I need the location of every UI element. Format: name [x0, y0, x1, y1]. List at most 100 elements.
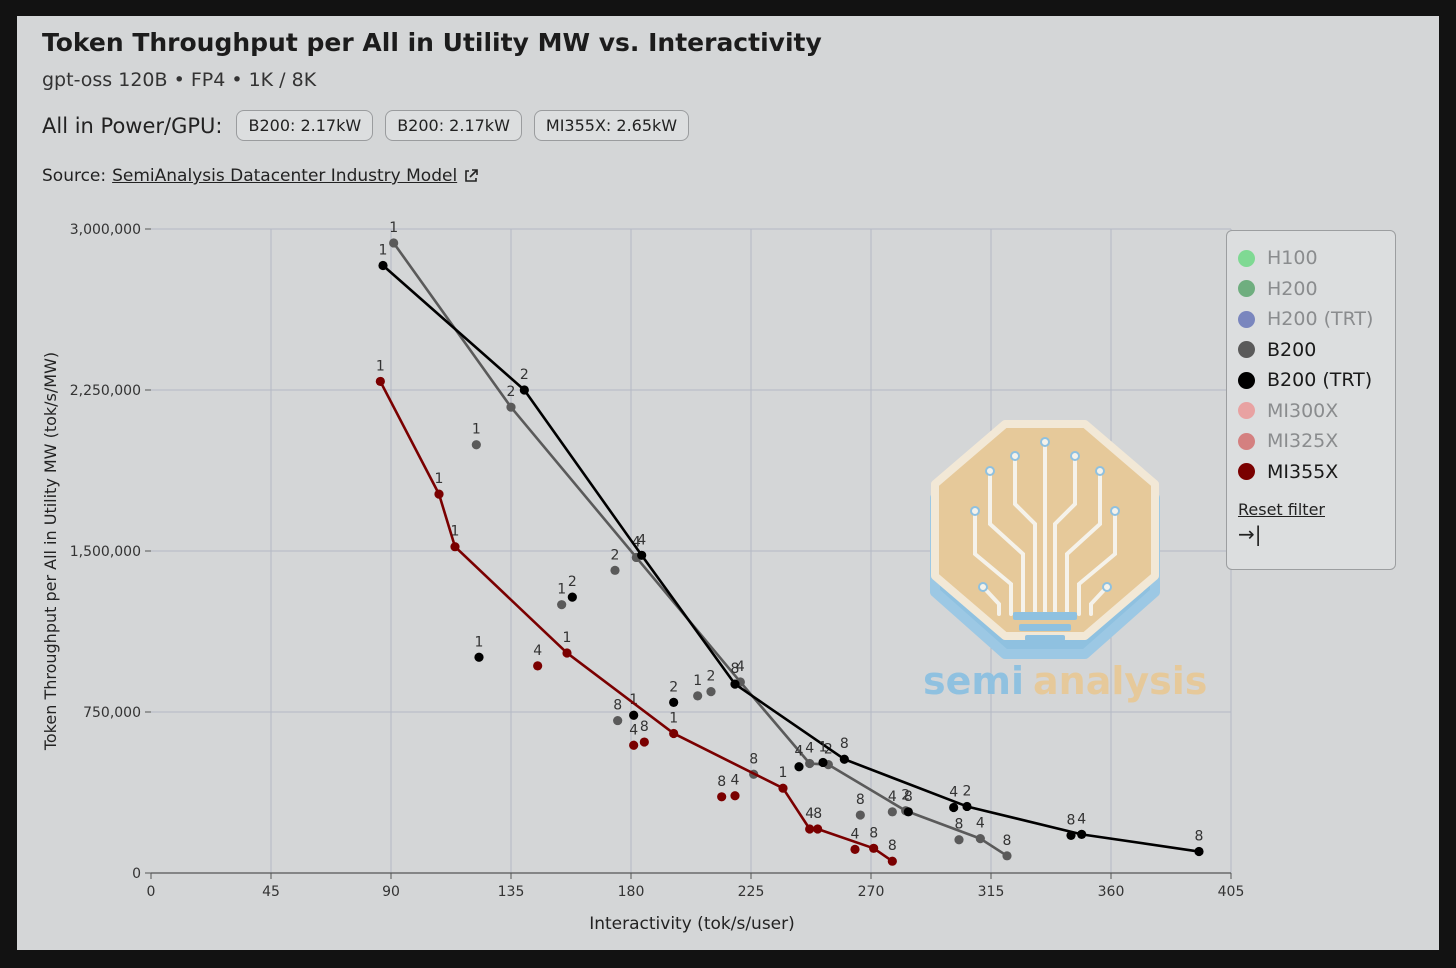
point-label: 1 [669, 710, 678, 726]
power-chip-b200[interactable]: B200: 2.17kW [236, 110, 374, 141]
data-point [794, 762, 804, 772]
collapse-legend-icon[interactable]: →| [1238, 522, 1262, 546]
legend-item-mi325x[interactable]: MI325X [1227, 426, 1395, 457]
point-label: 4 [736, 659, 745, 675]
point-label: 1 [557, 582, 566, 598]
scatter-chart: 0 45 90 135 180 225 270 315 360 405 0 750,000 1,500,… [41, 220, 1245, 934]
source-prefix: Source: [42, 166, 107, 186]
point-label: 4 [805, 741, 814, 757]
power-chip-mi355x[interactable]: MI355X: 2.65kW [533, 110, 690, 141]
legend-item-b200-trt[interactable]: B200 (TRT) [1227, 365, 1395, 396]
data-point [567, 592, 577, 602]
data-point [813, 824, 823, 834]
point-label: 2 [669, 679, 678, 695]
point-label: 2 [901, 788, 910, 804]
x-tick-label: 315 [978, 884, 1005, 900]
data-point [562, 648, 572, 658]
legend-dot [1238, 310, 1255, 328]
data-point [557, 600, 567, 610]
legend-label: B200 [1267, 338, 1317, 361]
data-point [869, 843, 879, 853]
legend-item-h200-trt[interactable]: H200 (TRT) [1227, 304, 1395, 335]
legend-label: MI300X [1267, 399, 1339, 422]
data-point [613, 715, 623, 726]
reset-filter-button[interactable]: Reset filter [1238, 500, 1325, 519]
legend-dot [1238, 341, 1255, 359]
legend-dot [1238, 402, 1255, 420]
x-tick-label: 405 [1218, 884, 1245, 900]
x-tick-label: 0 [147, 884, 156, 900]
point-label: 4 [637, 532, 646, 548]
point-label: 4 [949, 785, 958, 801]
legend-label: B200 (TRT) [1267, 369, 1373, 392]
legend-item-mi300x[interactable]: MI300X [1227, 396, 1395, 427]
legend-item-b200[interactable]: B200 [1227, 335, 1395, 366]
data-point [669, 697, 679, 707]
point-label: 4 [888, 789, 897, 805]
y-axis-label: Token Throughput per All in Utility MW (… [41, 352, 60, 751]
data-point [949, 802, 959, 813]
point-label: 1 [435, 471, 444, 487]
source-link[interactable]: SemiAnalysis Datacenter Industry Model [112, 166, 458, 186]
data-point [805, 824, 815, 834]
data-point [474, 652, 484, 662]
legend-item-h200[interactable]: H200 [1227, 274, 1395, 305]
legend-item-mi355x[interactable]: MI355X [1227, 457, 1395, 488]
data-point [506, 402, 516, 412]
data-point [730, 791, 740, 801]
external-link-icon[interactable] [463, 168, 479, 184]
point-label: 8 [888, 838, 897, 854]
point-label: 1 [376, 358, 385, 374]
point-label: 4 [976, 816, 985, 832]
legend-item-h100[interactable]: H100 [1227, 243, 1395, 274]
data-point [375, 376, 385, 387]
x-tick-label: 90 [382, 884, 400, 900]
point-label: 1 [472, 422, 481, 438]
x-tick-label: 270 [858, 884, 885, 900]
power-chip-b200-trt[interactable]: B200: 2.17kW [385, 110, 522, 141]
data-point [519, 385, 529, 395]
legend-dot [1238, 249, 1255, 267]
point-label: 2 [568, 574, 577, 590]
data-point [887, 856, 897, 866]
data-point [717, 792, 727, 802]
data-point [730, 679, 740, 689]
data-point [1066, 830, 1076, 841]
point-label: 2 [507, 384, 516, 400]
data-point [629, 710, 639, 720]
y-tick-label: 1,500,000 [70, 544, 141, 560]
point-label: 2 [963, 783, 972, 799]
point-label: 8 [749, 751, 758, 767]
data-point [389, 238, 399, 248]
watermark-text-a: semi [923, 659, 1024, 703]
y-tick-label: 750,000 [83, 705, 141, 721]
point-label: 8 [1067, 812, 1076, 828]
legend-label: H100 [1267, 247, 1318, 270]
x-tick-label: 135 [498, 884, 525, 900]
frontier-line [392, 242, 1008, 857]
data-point [533, 661, 543, 671]
y-tick-label: 3,000,000 [70, 222, 141, 238]
data-point [378, 260, 388, 271]
y-tick-label: 2,250,000 [70, 383, 141, 399]
point-label: 1 [779, 765, 788, 781]
data-point [434, 489, 444, 499]
data-point [778, 783, 788, 793]
point-label: 8 [813, 806, 822, 822]
data-point [471, 440, 481, 450]
point-label: 1 [629, 692, 638, 708]
data-point [903, 807, 913, 817]
point-label: 8 [840, 736, 849, 752]
legend-dot [1238, 463, 1255, 481]
data-point [962, 801, 972, 812]
point-label: 2 [520, 367, 529, 383]
point-label: 4 [731, 773, 740, 789]
legend: H100 H200 H200 (TRT) B200 B200 (TRT) MI3… [1226, 230, 1396, 570]
point-label: 8 [869, 825, 878, 841]
point-label: 1 [819, 739, 828, 755]
point-label: 8 [613, 698, 622, 714]
point-label: 8 [731, 661, 740, 677]
data-point [610, 565, 620, 575]
